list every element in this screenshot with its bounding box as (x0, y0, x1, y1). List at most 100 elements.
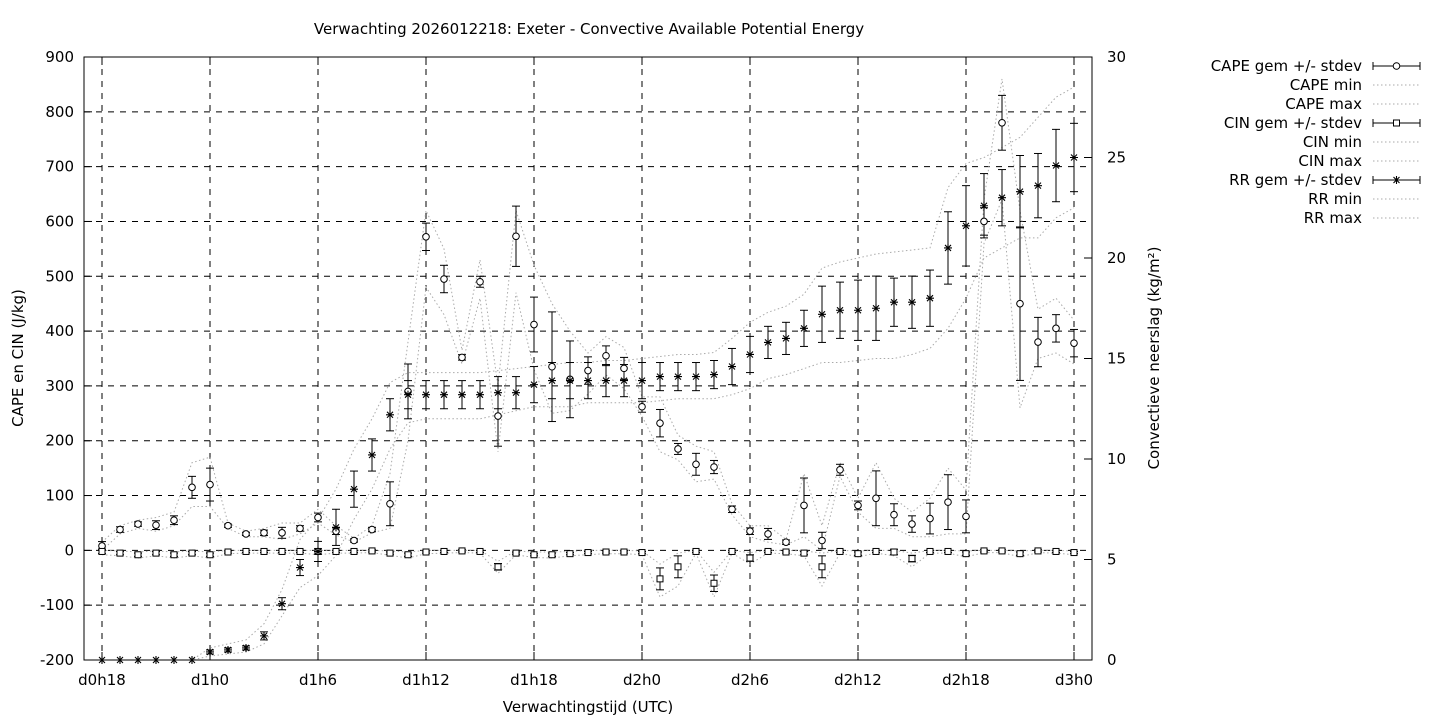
data-point-square (620, 548, 628, 556)
data-point-star (206, 647, 214, 656)
data-point-circle (548, 362, 556, 371)
x-axis-label: Verwachtingstijd (UTC) (503, 698, 674, 716)
data-point-circle (836, 465, 844, 474)
data-point-circle (458, 353, 466, 362)
legend-label: CAPE min (1290, 76, 1362, 94)
data-point-square (188, 549, 196, 557)
error-bars (98, 94, 1078, 655)
data-point-square (116, 549, 124, 557)
data-point-circle (962, 512, 970, 521)
data-point-star (260, 631, 268, 640)
data-point-circle (710, 463, 718, 471)
data-point-circle (782, 538, 790, 546)
data-point-star (548, 376, 556, 385)
series-line-7 (102, 207, 1075, 661)
data-point-star (962, 221, 970, 230)
data-point-circle (314, 513, 322, 522)
data-point-square (782, 548, 790, 556)
data-point-star (746, 350, 754, 359)
data-point-square (836, 547, 844, 555)
data-point-circle (692, 460, 700, 469)
data-point-square (656, 575, 664, 583)
data-point-circle (908, 520, 916, 528)
data-point-star (1070, 153, 1078, 162)
y-tick-label-right: 20 (1107, 249, 1126, 267)
data-point-star (350, 485, 358, 494)
data-point-square (944, 547, 952, 555)
data-point-square (1070, 549, 1078, 557)
legend-label: RR max (1304, 209, 1362, 227)
data-point-square (1016, 550, 1024, 558)
data-point-square (242, 547, 250, 555)
data-point-circle (818, 536, 826, 545)
data-point-star (386, 410, 394, 419)
y-axis-label-right: Convectieve neerslag (kg/m²) (1145, 247, 1163, 470)
data-point-square (224, 548, 232, 556)
legend-marker (1392, 176, 1401, 184)
data-point-square (674, 563, 682, 571)
data-point-circle (980, 217, 988, 226)
legend-marker (1392, 62, 1401, 70)
data-point-square (638, 549, 646, 557)
data-point-circle (926, 514, 934, 523)
data-point-star (1016, 187, 1024, 196)
legend-label: CIN gem +/- stdev (1224, 114, 1362, 132)
data-point-square (296, 547, 304, 555)
data-point-square (512, 549, 520, 557)
data-point-star (314, 547, 322, 556)
data-point-circle (1034, 338, 1042, 346)
data-point-square (962, 550, 970, 558)
data-point-square (1052, 547, 1060, 555)
data-point-star (764, 338, 772, 347)
data-point-star (818, 310, 826, 319)
data-point-star (890, 298, 898, 307)
data-point-circle (422, 233, 430, 241)
y-tick-label-right: 30 (1107, 48, 1126, 66)
data-point-square (350, 547, 358, 555)
data-point-square (890, 548, 898, 556)
data-point-star (854, 306, 862, 315)
x-tick-label: d0h18 (78, 671, 126, 689)
data-point-star (998, 193, 1006, 202)
series-line-4 (101, 551, 1075, 599)
data-point-circle (170, 516, 178, 525)
data-point-square (602, 548, 610, 556)
data-point-circle (386, 499, 394, 508)
y-tick-label-left: 300 (45, 377, 74, 395)
data-point-star (674, 372, 682, 381)
data-point-star (476, 390, 484, 399)
data-point-circle (278, 529, 286, 537)
data-point-star (512, 388, 520, 397)
data-point-circle (1016, 299, 1024, 308)
y-tick-label-right: 15 (1107, 350, 1126, 368)
data-point-circle (134, 520, 142, 528)
data-point-star (296, 563, 304, 572)
data-point-star (1034, 181, 1042, 190)
data-point-star (566, 376, 574, 385)
data-point-circle (728, 505, 736, 514)
legend-label: RR gem +/- stdev (1229, 171, 1362, 189)
data-point-square (980, 547, 988, 555)
data-point-circle (584, 366, 592, 375)
y-tick-label-left: 600 (45, 212, 74, 230)
x-tick-label: d2h6 (731, 671, 769, 689)
data-point-square (494, 563, 502, 571)
data-point-star (692, 372, 700, 381)
data-point-circle (152, 521, 160, 529)
data-point-square (458, 547, 466, 555)
data-point-square (1034, 547, 1042, 555)
data-point-star (278, 599, 286, 608)
data-markers (98, 118, 1078, 664)
data-point-square (566, 550, 574, 558)
data-point-star (1052, 161, 1060, 170)
data-point-square (548, 551, 556, 559)
y-tick-label-left: 400 (45, 322, 74, 340)
data-point-star (602, 376, 610, 385)
y-tick-label-left: -200 (40, 651, 74, 669)
data-point-star (980, 201, 988, 210)
series-line-2 (101, 78, 1075, 543)
x-tick-label: d1h0 (191, 671, 229, 689)
data-point-square (422, 548, 430, 556)
data-point-star (332, 523, 340, 532)
